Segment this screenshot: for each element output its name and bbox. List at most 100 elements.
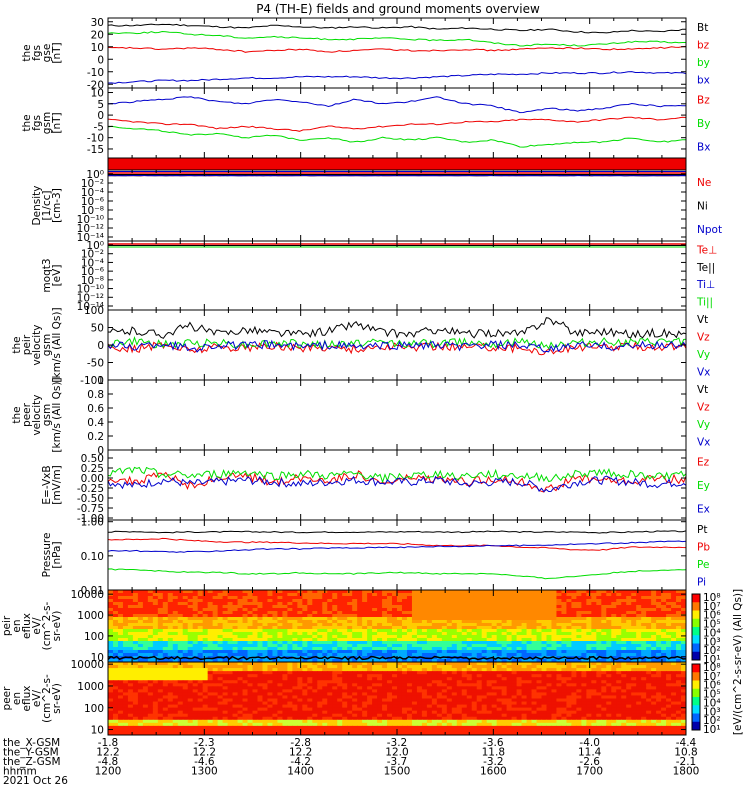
spectrogram-cell xyxy=(392,692,398,697)
spectrogram-cell xyxy=(262,599,269,603)
spectrogram-cell xyxy=(247,689,254,694)
spectrogram-cell xyxy=(117,629,124,633)
spectrogram-cell xyxy=(207,695,214,700)
spectrogram-cell xyxy=(636,632,642,636)
spectrogram-cell xyxy=(581,659,587,662)
spectrogram-cell xyxy=(322,596,328,600)
spectrogram-cell xyxy=(362,644,368,648)
spectrogram-cell xyxy=(392,620,398,624)
spectrogram-cell xyxy=(142,671,149,675)
spectrogram-cell xyxy=(511,689,518,694)
spectrogram-cell xyxy=(486,665,493,669)
spectrogram-cell xyxy=(401,638,408,642)
spectrogram-cell xyxy=(312,644,318,648)
spectrogram-cell xyxy=(342,626,348,630)
spectrogram-cell xyxy=(676,665,682,669)
spectrogram-cell xyxy=(322,629,328,633)
spectrogram-cell xyxy=(516,599,523,603)
spectrogram-cell xyxy=(167,689,174,694)
spectrogram-cell xyxy=(611,623,617,627)
spectrogram-cell xyxy=(431,614,438,618)
spectrogram-cell xyxy=(132,695,139,700)
spectrogram-cell xyxy=(671,590,677,594)
spectrogram-cell xyxy=(347,629,353,633)
spectrogram-cell xyxy=(217,629,224,633)
spectrogram-cell xyxy=(516,635,523,639)
spectrogram-cell xyxy=(247,611,254,615)
spectrogram-cell xyxy=(117,695,124,700)
spectrogram-cell xyxy=(162,647,169,651)
spectrogram-cell xyxy=(132,686,139,690)
spectrogram-cell xyxy=(461,635,468,639)
y-tick-label: 10⁻² xyxy=(81,249,104,261)
spectrogram-cell xyxy=(456,632,463,636)
spectrogram-cell xyxy=(476,647,483,651)
spectrogram-cell xyxy=(626,629,632,633)
spectrogram-cell xyxy=(232,668,239,672)
spectrogram-cell xyxy=(387,605,393,609)
spectrogram-cell xyxy=(611,644,617,648)
spectrogram-cell xyxy=(446,653,453,657)
spectrogram-cell xyxy=(461,689,468,694)
spectrogram-cell xyxy=(631,596,637,600)
spectrogram-cell xyxy=(182,638,189,642)
spectrogram-cell xyxy=(357,623,363,627)
spectrogram-cell xyxy=(332,671,338,675)
spectrogram-cell xyxy=(546,632,553,636)
spectrogram-cell xyxy=(436,617,443,621)
spectrogram-cell xyxy=(337,659,343,662)
spectrogram-cell xyxy=(471,593,478,597)
spectrogram-cell xyxy=(611,638,617,642)
spectrogram-cell xyxy=(416,647,423,651)
spectrogram-cell xyxy=(202,662,209,666)
spectrogram-cell xyxy=(172,635,179,639)
spectrogram-cell xyxy=(212,635,219,639)
spectrogram-cell xyxy=(247,623,254,627)
legend-Npot: Npot xyxy=(697,224,722,236)
spectrogram-cell xyxy=(631,641,637,645)
spectrogram-cell xyxy=(441,623,448,627)
spectrogram-cell xyxy=(342,602,348,606)
spectrogram-cell xyxy=(227,617,234,621)
spectrogram-cell xyxy=(222,698,229,703)
spectrogram-cell xyxy=(127,683,134,687)
spectrogram-cell xyxy=(217,620,224,624)
spectrogram-cell xyxy=(631,629,637,633)
spectrogram-cell xyxy=(172,680,179,684)
spectrogram-cell xyxy=(506,692,513,697)
spectrogram-cell xyxy=(297,650,303,654)
spectrogram-cell xyxy=(347,695,353,700)
spectrogram-cell xyxy=(431,692,438,697)
spectrogram-cell xyxy=(551,674,558,678)
spectrogram-cell xyxy=(317,674,323,678)
spectrogram-cell xyxy=(182,629,189,633)
spectrogram-cell xyxy=(297,605,303,609)
spectrogram-cell xyxy=(342,590,348,594)
spectrogram-cell xyxy=(441,647,448,651)
spectrogram-cell xyxy=(596,677,602,681)
spectrogram-cell xyxy=(476,689,483,694)
spectrogram-cell xyxy=(651,692,657,697)
spectrogram-cell xyxy=(596,596,602,600)
spectrogram-cell xyxy=(152,626,159,630)
spectrogram-cell xyxy=(591,689,597,694)
spectrogram-cell xyxy=(392,680,398,684)
spectrogram-cell xyxy=(237,626,244,630)
spectrogram-cell xyxy=(541,683,548,687)
spectrogram-cell xyxy=(217,626,224,630)
spectrogram-cell xyxy=(257,671,264,675)
spectrogram-cell xyxy=(387,593,393,597)
spectrogram-cell xyxy=(461,611,468,615)
spectrogram-cell xyxy=(486,605,493,609)
spectrogram-cell xyxy=(167,674,174,678)
spectrogram-cell xyxy=(531,644,538,648)
spectrogram-cell xyxy=(561,665,568,669)
legend-Vy: Vy xyxy=(697,419,710,431)
spectrogram-cell xyxy=(526,671,533,675)
spectrogram-cell xyxy=(526,680,533,684)
spectrogram-cell xyxy=(591,617,597,621)
spectrogram-cell xyxy=(626,686,632,690)
spectrogram-cell xyxy=(257,641,264,645)
spectrogram-cell xyxy=(421,698,428,703)
spectrogram-cell xyxy=(152,593,159,597)
